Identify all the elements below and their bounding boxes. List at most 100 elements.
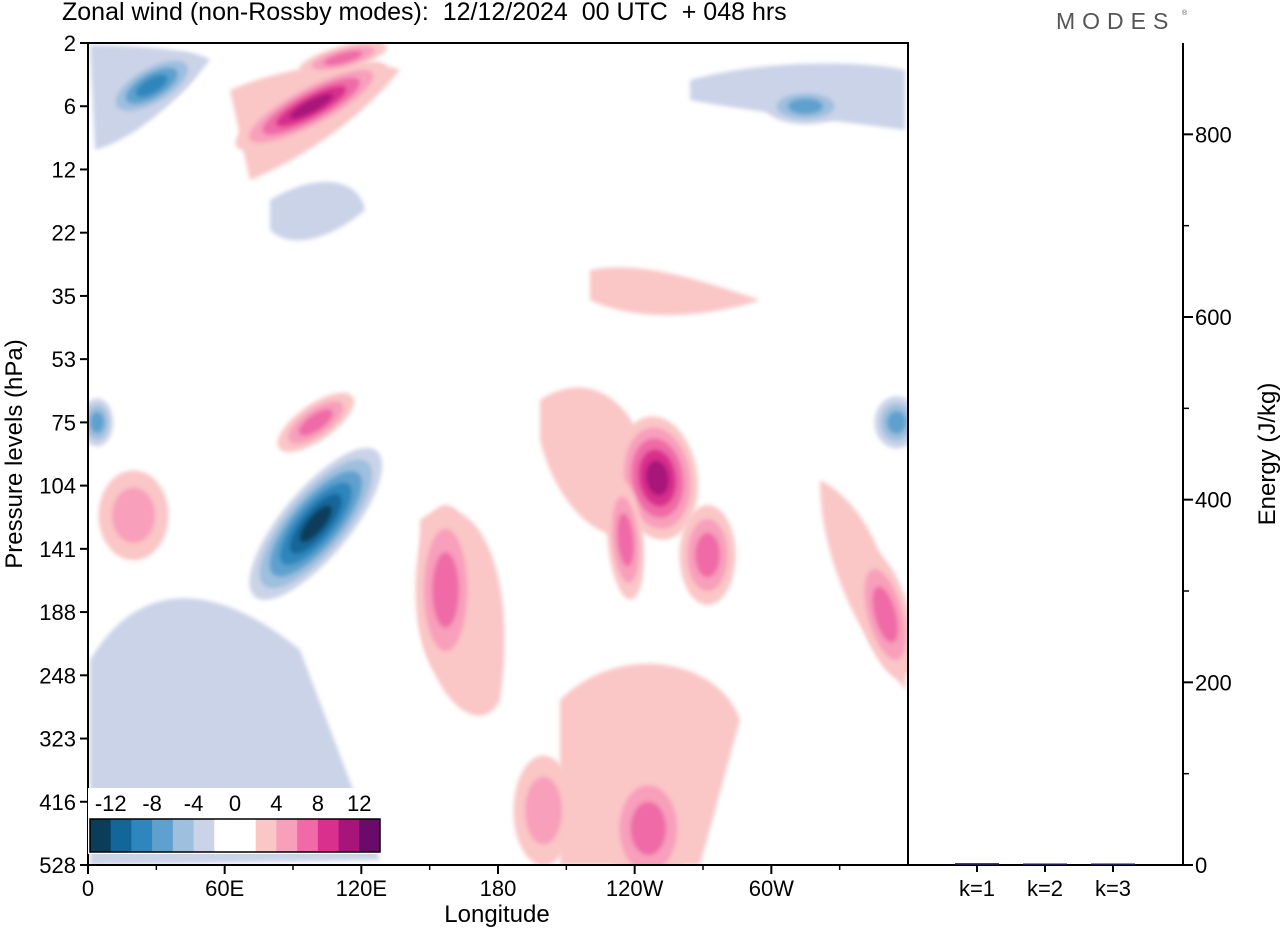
pos-core-east-edge	[856, 551, 908, 678]
colorbar-swatch	[276, 819, 298, 852]
energy-category-label: k=3	[1095, 876, 1131, 901]
colorbar-label: 8	[312, 791, 324, 816]
colorbar-swatch	[131, 819, 153, 852]
colorbar-swatch	[359, 819, 381, 852]
neg-core-28E-contour	[135, 74, 168, 97]
pos-core-lower-contour	[525, 776, 563, 845]
pos-core-lower-east	[608, 768, 689, 865]
pos-core-120W-contour	[645, 460, 670, 496]
colorbar-label: 12	[347, 791, 371, 816]
pos-core-upper-contour	[289, 93, 333, 119]
y-tick-label: 6	[64, 94, 76, 119]
neg-core-120E-contour	[299, 505, 332, 543]
y-tick-label: 12	[52, 157, 76, 182]
neg-core-120E	[249, 447, 383, 600]
energy-tick-label: 400	[1195, 488, 1232, 513]
x-axis-label: Longitude	[444, 901, 549, 928]
y-tick-label: 53	[52, 347, 76, 372]
neg-core-west-edge-contour	[90, 411, 105, 434]
colorbar-swatch	[172, 819, 195, 852]
y-tick-label: 35	[52, 284, 76, 309]
neg-core-east-edge-contour	[886, 410, 907, 434]
x-tick-label: 0	[82, 876, 94, 901]
pos-patch	[560, 663, 740, 865]
neg-patch	[270, 181, 365, 241]
pressure-axis: 2 6 12 22 35 53 75 104 141 188 248 323 416 528	[39, 31, 88, 878]
energy-tick-label: 600	[1195, 305, 1232, 330]
neg-core-60W	[765, 88, 846, 125]
x-tick-label: 120E	[336, 876, 387, 901]
colorbar-label: -8	[142, 791, 162, 816]
y-tick-label: 75	[52, 410, 76, 435]
pos-core-west-contour	[112, 487, 156, 544]
pos-core-east-edge-contour	[872, 586, 898, 643]
y-tick-label: 248	[39, 663, 76, 688]
pos-core-130W-contour	[617, 513, 634, 567]
colorbar-label: -12	[95, 791, 127, 816]
energy-category-label: k=1	[959, 876, 995, 901]
colorbar-swatch	[110, 819, 132, 852]
pos-core-west	[98, 470, 169, 561]
neg-core-28E	[105, 53, 199, 118]
longitude-axis: 0 60E 120E 180 120W 60W	[82, 865, 841, 901]
colorbar-frame	[89, 818, 381, 853]
pos-core-lower-east-contour	[630, 801, 667, 856]
y-tick-label: 104	[39, 474, 76, 499]
x-tick-label: 180	[480, 876, 517, 901]
colorbar-swatch	[255, 819, 277, 852]
energy-bars: k=1 k=2 k=3	[955, 863, 1135, 901]
colorbar-label: 4	[270, 791, 282, 816]
y-tick-label: 188	[39, 600, 76, 625]
y-tick-label: 323	[39, 727, 76, 752]
y-tick-label: 2	[64, 31, 76, 56]
pos-core-100W	[679, 504, 736, 605]
neg-core-60W-contour	[787, 98, 824, 115]
zonal-wind-heatmap	[88, 43, 908, 865]
colorbar-swatch	[90, 819, 112, 852]
pos-core-top	[299, 43, 387, 75]
colorbar-swatch	[214, 819, 236, 852]
colorbar-swatch	[317, 819, 340, 852]
logo-registered-mark: ®	[1182, 10, 1188, 17]
energy-bar	[1023, 863, 1067, 865]
pos-core-mid-contour	[298, 409, 333, 436]
pos-core-120W	[616, 416, 698, 540]
energy-axis: 0 200 400 600 800	[1183, 122, 1232, 878]
energy-tick-label: 800	[1195, 122, 1232, 147]
pos-patch	[590, 267, 760, 315]
pos-core-100W-contour	[695, 532, 720, 578]
y-tick-label: 528	[39, 853, 76, 878]
pos-core-180	[415, 504, 476, 675]
pos-core-upper	[235, 61, 387, 151]
energy-tick-label: 0	[1195, 853, 1207, 878]
pos-core-130W	[606, 480, 645, 600]
y-tick-label: 22	[52, 221, 76, 246]
neg-core-east-edge	[874, 396, 908, 449]
colorbar: -12 -8 -4 0 4 8 12	[88, 788, 382, 854]
energy-category-label: k=2	[1027, 876, 1063, 901]
energy-bar	[955, 863, 999, 865]
y-tick-label: 416	[39, 790, 76, 815]
energy-tick-label: 200	[1195, 670, 1232, 695]
colorbar-swatch	[338, 819, 360, 852]
colorbar-swatch	[152, 819, 174, 852]
colorbar-swatch	[297, 819, 319, 852]
pos-core-top-contour	[323, 50, 363, 66]
x-tick-label: 120W	[606, 876, 664, 901]
colorbar-label: 0	[229, 791, 241, 816]
colorbar-swatch	[235, 819, 257, 852]
chart-title: Zonal wind (non-Rossby modes): 12/12/202…	[62, 0, 787, 26]
pos-core-lower	[513, 755, 574, 865]
x-tick-label: 60E	[205, 876, 244, 901]
modes-logo: MODES	[1056, 8, 1176, 34]
colorbar-swatch	[193, 819, 215, 852]
energy-axis-label: Energy (J/kg)	[1254, 383, 1280, 526]
x-tick-label: 60W	[749, 876, 794, 901]
y-tick-label: 141	[39, 537, 76, 562]
energy-bar	[1091, 863, 1135, 865]
pos-core-180-contour	[432, 552, 459, 628]
colorbar-label: -4	[184, 791, 204, 816]
neg-core-west-edge	[88, 398, 114, 447]
y-axis-label: Pressure levels (hPa)	[1, 339, 28, 568]
